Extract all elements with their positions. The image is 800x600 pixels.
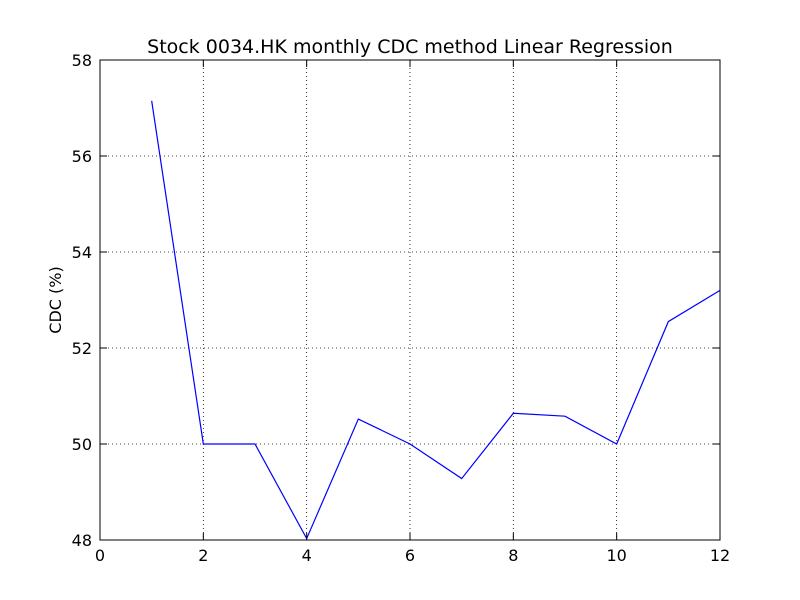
y-tick-label: 52 xyxy=(72,339,92,358)
x-tick-label: 10 xyxy=(606,546,626,565)
chart-title: Stock 0034.HK monthly CDC method Linear … xyxy=(147,36,673,58)
y-tick-label: 48 xyxy=(72,531,92,550)
x-tick-label: 4 xyxy=(302,546,312,565)
y-axis-label: CDC (%) xyxy=(46,266,65,333)
series-line xyxy=(151,100,721,540)
y-tick-label: 54 xyxy=(72,243,92,262)
y-tick-label: 56 xyxy=(72,147,92,166)
x-tick-label: 2 xyxy=(198,546,208,565)
x-tick-label: 0 xyxy=(95,546,105,565)
x-tick-label: 12 xyxy=(710,546,730,565)
x-tick-label: 8 xyxy=(508,546,518,565)
y-axis: 48 50 52 54 56 58 xyxy=(72,51,720,550)
x-tick-label: 6 xyxy=(405,546,415,565)
x-axis: 0 2 4 6 8 10 12 xyxy=(95,60,730,565)
series-layer xyxy=(151,100,721,540)
y-tick-label: 58 xyxy=(72,51,92,70)
y-tick-label: 50 xyxy=(72,435,92,454)
